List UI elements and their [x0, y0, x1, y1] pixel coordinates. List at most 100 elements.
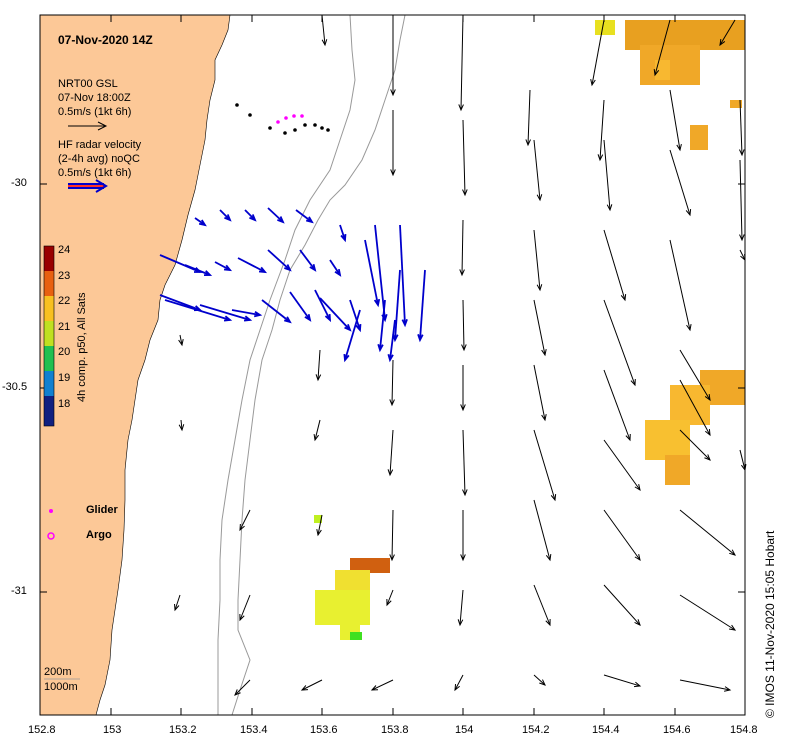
x-tick-label: 154.2: [522, 724, 550, 736]
radar-current-arrow: [349, 299, 362, 333]
model-current-arrow: [178, 419, 185, 432]
model-current-arrow: [389, 509, 395, 562]
radar-current-arrow: [261, 299, 292, 324]
x-tick-label: 153.4: [240, 724, 268, 736]
model-current-arrow: [178, 334, 184, 347]
model-current-arrow: [679, 679, 732, 692]
argo-legend-label: Argo: [86, 529, 112, 541]
argo-marker-icon: [47, 532, 55, 540]
model-current-arrow: [387, 429, 394, 477]
model-current-arrow: [679, 349, 711, 402]
radar-current-arrow: [184, 264, 213, 277]
x-tick-label: 153.8: [381, 724, 409, 736]
x-tick-label: 153: [103, 724, 122, 736]
colorbar-tick-23: 23: [58, 270, 71, 282]
radar-current-arrow: [244, 209, 257, 222]
x-tick-label: 154.8: [730, 724, 758, 736]
model-current-arrow: [234, 679, 251, 696]
isobath-label-200m: 200m: [44, 666, 72, 678]
radar-current-arrow: [364, 239, 381, 308]
model-current-arrow: [739, 159, 745, 242]
radar-current-arrow: [329, 259, 342, 277]
model-arrows: [174, 14, 747, 696]
radar-current-arrow: [314, 289, 332, 323]
x-tick-label: 153.6: [310, 724, 338, 736]
model-current-arrow: [669, 149, 692, 217]
legend-radar-scale: 0.5m/s (1kt 6h): [58, 167, 132, 179]
model-current-arrow: [603, 439, 641, 492]
model-current-arrow: [460, 510, 466, 562]
model-current-arrow: [603, 139, 613, 212]
sst-patches: [314, 20, 745, 640]
radar-current-arrow: [164, 299, 233, 322]
model-current-arrow: [603, 369, 631, 442]
y-tick-label: -31: [11, 585, 27, 597]
model-current-arrow: [370, 679, 394, 691]
glider-marker-icon: [49, 509, 53, 513]
model-current-arrow: [669, 239, 692, 332]
radar-current-arrow: [339, 224, 347, 243]
colorbar-tick-20: 20: [58, 346, 71, 358]
model-current-arrow: [239, 509, 251, 532]
tick-marks: [39, 15, 745, 715]
model-current-arrow: [316, 514, 323, 537]
legend-model-line1: NRT00 GSL: [58, 78, 118, 90]
radar-current-arrow: [319, 297, 352, 332]
x-tick-label: 154.6: [663, 724, 691, 736]
radar-current-arrow: [289, 291, 312, 322]
legend-radar-arrow: [68, 179, 108, 193]
legend-radar-line2: (2-4h avg) noQC: [58, 153, 140, 165]
model-current-arrow: [679, 594, 737, 631]
radar-arrows: [159, 207, 426, 363]
model-current-arrow: [679, 429, 711, 461]
model-current-arrow: [462, 429, 468, 497]
model-current-arrow: [313, 419, 321, 442]
radar-current-arrow: [219, 209, 232, 222]
colorbar-tick-24: 24: [58, 244, 71, 256]
model-current-arrow: [386, 589, 394, 607]
colorbar-tick-18: 18: [58, 398, 71, 410]
model-current-arrow: [462, 119, 468, 197]
model-current-arrow: [719, 19, 736, 47]
isobath-label-1000m: 1000m: [44, 681, 78, 693]
model-current-arrow: [390, 15, 396, 97]
radar-current-arrow: [417, 269, 426, 343]
legend-model-arrow: [68, 121, 108, 131]
model-current-arrow: [603, 229, 627, 302]
model-current-arrow: [458, 14, 464, 112]
model-current-arrow: [315, 349, 322, 382]
map-title: 07-Nov-2020 14Z: [58, 33, 153, 47]
radar-current-arrow: [343, 309, 361, 363]
model-current-arrow: [653, 19, 671, 77]
model-current-arrow: [533, 364, 547, 422]
radar-current-arrow: [267, 249, 292, 272]
model-current-arrow: [669, 89, 682, 152]
radar-current-arrow: [267, 207, 285, 224]
model-current-arrow: [679, 509, 736, 556]
model-current-arrow: [174, 594, 181, 612]
model-current-arrow: [603, 299, 636, 387]
radar-current-arrow: [295, 209, 314, 224]
colorbar-tick-21: 21: [58, 321, 71, 333]
isobath-1000m: [231, 14, 406, 716]
radar-current-arrow: [399, 224, 408, 328]
model-current-arrow: [525, 89, 531, 147]
glider-track: [235, 103, 330, 135]
radar-current-arrow: [214, 261, 233, 272]
x-tick-label: 152.8: [28, 724, 56, 736]
radar-current-arrow: [199, 304, 253, 322]
y-tick-label: -30.5: [2, 381, 28, 393]
x-tick-label: 154: [455, 724, 474, 736]
model-current-arrow: [603, 584, 641, 626]
model-current-arrow: [389, 359, 395, 407]
radar-current-arrow: [299, 249, 317, 272]
glider-legend-label: Glider: [86, 504, 118, 516]
model-current-arrow: [590, 19, 605, 87]
model-current-arrow: [533, 139, 543, 202]
legend-radar-line1: HF radar velocity: [58, 139, 142, 151]
legend-model-scale: 0.5m/s (1kt 6h): [58, 106, 132, 118]
radar-current-arrow: [194, 217, 207, 227]
model-current-arrow: [603, 674, 642, 688]
legend-model-line2: 07-Nov 18:00Z: [58, 92, 131, 104]
